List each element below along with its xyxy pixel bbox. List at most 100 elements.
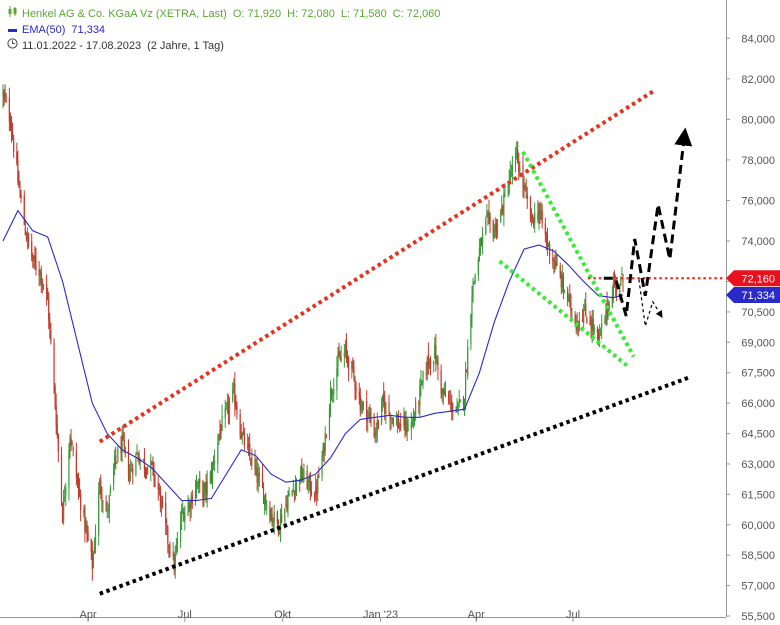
candle-up xyxy=(362,401,365,404)
candle-up xyxy=(324,433,326,452)
candle-down xyxy=(586,317,588,323)
candle-up xyxy=(135,453,137,476)
candle-up xyxy=(571,311,573,313)
candle-down xyxy=(444,392,446,398)
candle-up xyxy=(315,486,317,498)
candle-down xyxy=(32,255,34,262)
legend-date-range: 11.01.2022 - 17.08.2023 xyxy=(22,40,142,52)
candle-down xyxy=(138,460,140,464)
candle-up xyxy=(198,480,200,487)
candle-down xyxy=(537,212,539,220)
projection-scenarios xyxy=(603,127,693,327)
candle-down xyxy=(250,458,252,465)
candle-up xyxy=(273,511,275,523)
candle-up xyxy=(294,485,297,494)
candle-up xyxy=(232,388,234,401)
candle-up xyxy=(485,218,487,234)
candle-down xyxy=(91,550,93,570)
price-tick-label: 69,000 xyxy=(741,337,775,349)
candle-up xyxy=(385,403,387,414)
candle-down xyxy=(46,284,48,294)
last-price-tag-label: 72,160 xyxy=(741,273,775,285)
candle-up xyxy=(601,323,603,328)
candle-down xyxy=(522,164,524,189)
price-tick-label: 63,000 xyxy=(741,459,775,471)
legend-ohlc-row: Henkel AG & Co. KGaA Vz (XETRA, Last) O:… xyxy=(6,6,440,22)
candle-up xyxy=(612,282,615,299)
candle-down xyxy=(299,480,301,483)
candle-up xyxy=(555,261,557,270)
candle-down xyxy=(31,241,33,258)
legend-range-row: 11.01.2022 - 17.08.2023 (2 Jahre, 1 Tag) xyxy=(6,38,440,54)
candle-down xyxy=(589,319,591,325)
candle-up xyxy=(251,457,253,466)
candle-up xyxy=(344,345,347,354)
candle-up xyxy=(508,181,510,194)
candle-down xyxy=(437,358,439,370)
candle-down xyxy=(234,383,236,406)
chart-legend: Henkel AG & Co. KGaA Vz (XETRA, Last) O:… xyxy=(6,6,440,54)
candle-up xyxy=(478,248,481,262)
candle-up xyxy=(328,408,331,437)
trend-lines xyxy=(98,89,724,596)
bullish-scenario-path xyxy=(603,127,693,317)
candle-down xyxy=(116,461,118,463)
candle-up xyxy=(540,210,542,212)
candle-up xyxy=(474,274,476,283)
ema-line xyxy=(2,209,624,502)
candle-down xyxy=(157,482,159,490)
candle-up xyxy=(221,415,223,431)
candle-down xyxy=(167,526,169,544)
ema-series xyxy=(2,209,624,502)
candle-down xyxy=(210,473,213,480)
candle-up xyxy=(467,347,469,376)
candle-down xyxy=(123,440,125,448)
candle-up xyxy=(511,164,513,177)
candle-up xyxy=(211,464,214,482)
candle-down xyxy=(75,451,77,478)
candle-up xyxy=(620,277,622,287)
candle-down xyxy=(19,189,21,194)
candle-down xyxy=(8,98,10,122)
candle-down xyxy=(191,495,193,504)
candle-down xyxy=(166,525,168,527)
candle-up xyxy=(181,509,183,521)
candle-up xyxy=(175,547,177,552)
legend-instrument-title: Henkel AG & Co. KGaA Vz (XETRA, Last) xyxy=(22,8,227,20)
candle-down xyxy=(183,512,185,521)
candle-down xyxy=(34,255,36,262)
candle-up xyxy=(209,472,211,483)
candle-down xyxy=(373,419,375,436)
candle-up xyxy=(195,482,198,493)
candle-up xyxy=(434,344,436,359)
candle-up xyxy=(382,395,384,402)
candle-up xyxy=(295,478,298,488)
candle-down xyxy=(153,466,155,480)
candle-down xyxy=(526,194,528,199)
candle-down xyxy=(60,454,63,502)
candle-down xyxy=(48,299,50,321)
legend-close: C: 72,060 xyxy=(392,8,441,20)
candle-up xyxy=(98,492,100,536)
candle-up xyxy=(591,320,593,331)
candle-up xyxy=(473,281,475,283)
candle-up xyxy=(107,510,109,512)
candle-up xyxy=(188,502,190,509)
candle-up xyxy=(360,406,362,409)
candle-down xyxy=(330,391,333,395)
candle-up xyxy=(147,467,149,475)
candle-up xyxy=(441,389,443,396)
price-tick-label: 80,000 xyxy=(741,114,775,126)
candle-down xyxy=(574,314,576,326)
candle-up xyxy=(85,526,87,528)
candle-up xyxy=(179,522,182,543)
candle-up xyxy=(131,470,133,472)
candle-down xyxy=(271,514,273,521)
candle-up xyxy=(114,455,116,468)
candle-up xyxy=(264,496,266,506)
candle-down xyxy=(122,434,124,440)
candle-down xyxy=(20,194,22,199)
candle-down xyxy=(435,345,437,363)
candle-up xyxy=(421,381,423,383)
